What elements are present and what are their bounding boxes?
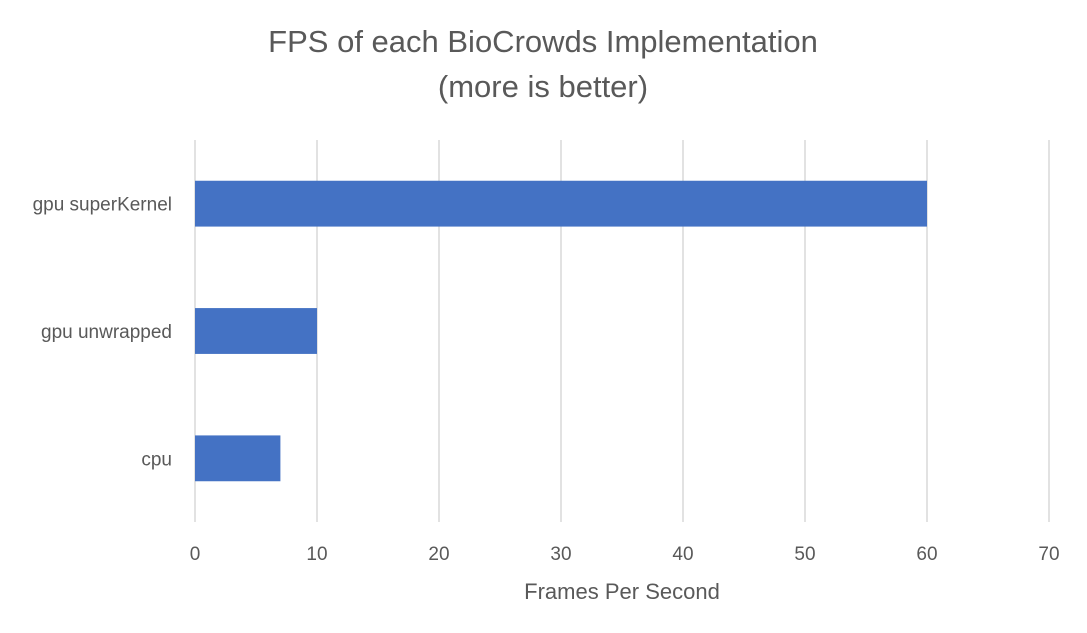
chart-title-line-1: FPS of each BioCrowds Implementation: [268, 24, 818, 59]
x-tick-label-50: 50: [794, 544, 815, 565]
category-label-gpu-superkernel: gpu superKernel: [33, 195, 172, 216]
x-tick-label-40: 40: [672, 544, 693, 565]
category-label-gpu-unwrapped: gpu unwrapped: [41, 322, 172, 343]
category-axis-labels: gpu superKernel gpu unwrapped cpu: [33, 195, 172, 471]
bar-gpu-superkernel: [195, 180, 927, 227]
x-tick-label-70: 70: [1038, 544, 1059, 565]
x-tick-label-0: 0: [190, 544, 201, 565]
chart-title: FPS of each BioCrowds Implementation (mo…: [268, 24, 818, 104]
x-tick-label-60: 60: [916, 544, 937, 565]
x-tick-label-30: 30: [550, 544, 571, 565]
x-tick-label-20: 20: [428, 544, 449, 565]
chart-title-line-2: (more is better): [438, 69, 648, 104]
x-axis-title: Frames Per Second: [524, 579, 720, 604]
bar-gpu-unwrapped: [195, 308, 317, 354]
category-label-cpu: cpu: [141, 449, 172, 470]
x-tick-label-10: 10: [306, 544, 327, 565]
bar-cpu: [195, 435, 281, 482]
bars: [195, 180, 927, 482]
value-axis-tick-labels: 0 10 20 30 40 50 60 70: [190, 544, 1060, 565]
